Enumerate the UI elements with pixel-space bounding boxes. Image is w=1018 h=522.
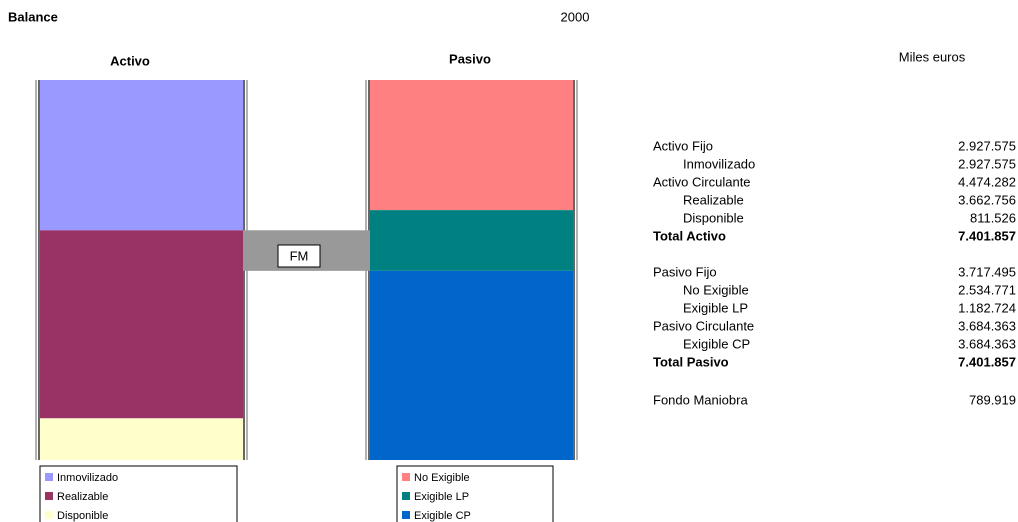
legend-label: Exigible CP (414, 510, 471, 522)
row-label: No Exigible (683, 282, 749, 297)
year: 2000 (561, 9, 590, 24)
chart-title: Activo (110, 53, 150, 68)
row-value: 789.919 (969, 392, 1016, 407)
table: Activo Fijo 2.927.575 Inmovilizado 2.927.57… (653, 138, 1016, 407)
legend-label: Realizable (57, 491, 108, 503)
bar-segment (40, 418, 243, 460)
fm-label-box (277, 244, 321, 268)
row-value: 2.927.575 (958, 138, 1016, 153)
row-value: 3.717.495 (958, 264, 1016, 279)
legend-label: No Exigible (414, 472, 470, 484)
bar-segment (370, 80, 573, 211)
row-label: Exigible LP (683, 300, 748, 315)
row-value: 2.927.575 (958, 156, 1016, 171)
row-value: 7.401.857 (958, 228, 1016, 243)
bar-segment (40, 80, 243, 231)
chart-title: Pasivo (449, 51, 491, 66)
legend-swatch (45, 492, 53, 500)
bar-segment (370, 270, 573, 461)
row-label: Pasivo Fijo (653, 264, 717, 279)
legend-label: Exigible LP (414, 491, 469, 503)
row-label: Inmovilizado (683, 156, 755, 171)
row-value: 3.684.363 (958, 318, 1016, 333)
row-label: Activo Circulante (653, 174, 751, 189)
row-value: 1.182.724 (958, 300, 1016, 315)
row-label: Activo Fijo (653, 138, 713, 153)
row-label: Total Activo (653, 228, 726, 243)
legend-swatch (402, 511, 410, 519)
row-label: Realizable (683, 192, 744, 207)
legend-swatch (45, 473, 53, 481)
row-label: Pasivo Circulante (653, 318, 754, 333)
row-label: Fondo Maniobra (653, 392, 748, 407)
row-label: Exigible CP (683, 336, 750, 351)
row-label: Total Pasivo (653, 354, 729, 369)
row-value: 3.662.756 (958, 192, 1016, 207)
bar-segment (370, 210, 573, 271)
row-value: 3.684.363 (958, 336, 1016, 351)
legend-swatch (402, 473, 410, 481)
legend-box (39, 465, 238, 522)
legend-swatch (45, 511, 53, 519)
row-value: 2.534.771 (958, 282, 1016, 297)
row-label: Disponible (683, 210, 744, 225)
page-title: Balance (8, 9, 58, 24)
legend-label: Inmovilizado (57, 472, 118, 484)
bar-segment (40, 230, 243, 419)
legend-box (396, 465, 554, 522)
fm-label: FM (290, 248, 309, 263)
unit: Miles euros (899, 49, 966, 64)
legend-label: Disponible (57, 510, 108, 522)
legend-swatch (402, 492, 410, 500)
row-value: 4.474.282 (958, 174, 1016, 189)
row-value: 811.526 (970, 210, 1016, 225)
row-value: 7.401.857 (958, 354, 1016, 369)
